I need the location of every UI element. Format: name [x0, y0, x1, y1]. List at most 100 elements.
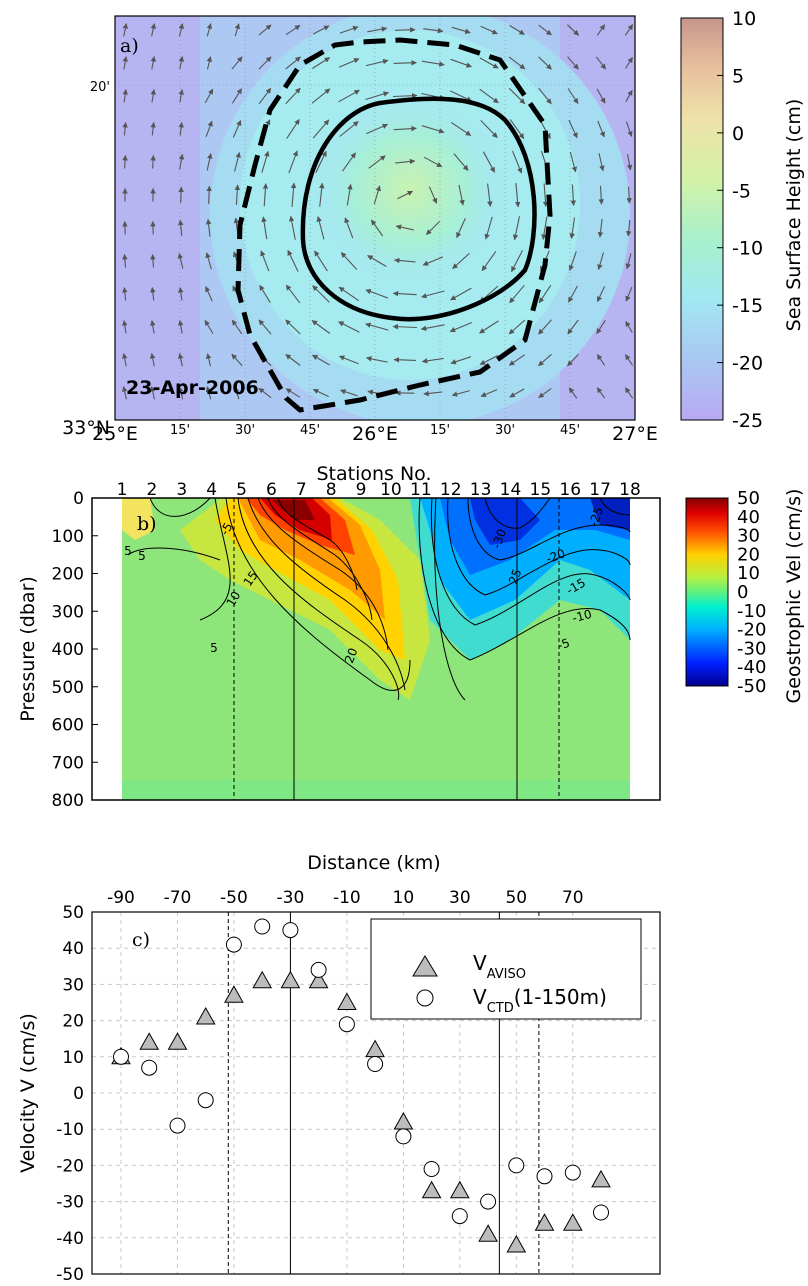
velocity-arrow: [624, 24, 634, 36]
velocity-arrow: [150, 23, 157, 37]
velocity-arrow: [426, 221, 440, 235]
y-tick-label: 20': [90, 80, 110, 95]
velocity-arrow: [514, 183, 521, 208]
x-tick-label: 15': [430, 423, 450, 438]
velocity-arrow: [339, 121, 359, 137]
x-tick-label: 30': [235, 423, 255, 438]
panel-label: c): [132, 929, 150, 951]
velocity-arrow: [484, 216, 493, 240]
velocity-arrow: [178, 56, 185, 70]
velocity-arrow: [509, 388, 525, 398]
colorbar-tick-label: -40: [737, 657, 766, 678]
velocity-arrow: [205, 386, 212, 400]
contour-label: -25: [586, 505, 606, 528]
contour-label: 5: [124, 544, 132, 558]
velocity-arrow: [177, 386, 184, 400]
velocity-arrow: [285, 56, 301, 70]
velocity-arrow: [596, 320, 606, 335]
velocity-arrow: [449, 321, 473, 333]
velocity-arrow: [258, 87, 272, 105]
velocity-arrow: [423, 27, 444, 34]
velocity-arrow: [482, 151, 496, 173]
velocity-arrow: [480, 389, 498, 397]
date-label: 23-Apr-2006: [126, 377, 259, 399]
velocity-arrow: [480, 25, 498, 35]
x-tick-label: 45': [300, 423, 320, 438]
velocity-arrow: [314, 250, 328, 272]
velocity-arrow: [421, 357, 444, 364]
legend-series-name: V: [473, 985, 487, 1009]
station-tick-label: 1: [117, 480, 128, 500]
x-tick-labels: 25°E 15' 30' 45' 26°E 15' 30' 45' 27°E: [92, 423, 658, 445]
velocity-arrow: [316, 216, 325, 240]
colorbar-tick-label: 20: [737, 544, 760, 565]
x-tick-label: 27°E: [612, 423, 658, 445]
ctd-point: [141, 1059, 158, 1076]
velocity-arrow: [178, 23, 185, 37]
velocity-arrow: [538, 24, 552, 36]
velocity-arrow: [421, 60, 445, 67]
velocity-arrow: [340, 252, 358, 270]
velocity-arrow: [511, 150, 523, 174]
velocity-arrow: [596, 88, 606, 104]
velocity-arrow: [428, 186, 438, 204]
velocity-arrow: [312, 25, 330, 35]
contour-label: -10: [571, 607, 594, 626]
velocity-arrow: [597, 120, 605, 138]
velocity-arrow: [392, 323, 417, 330]
velocity-arrow: [338, 286, 360, 302]
y-tick-label: 800: [52, 791, 84, 811]
velocity-arrow: [311, 88, 331, 104]
velocity-arrow: [598, 185, 604, 205]
velocity-arrow: [205, 252, 212, 270]
velocity-arrow: [487, 183, 493, 207]
panel-b: Stations No. 1 2 3 4 5 6 7 8 9 10 11 12 13 14 15 16 17 18: [17, 463, 805, 811]
velocity-arrow: [452, 252, 470, 270]
panel-label: b): [137, 513, 157, 535]
y-tick-label: 30: [62, 975, 84, 995]
velocity-arrow: [150, 56, 156, 70]
velocity-arrow: [598, 153, 605, 172]
ctd-point: [113, 1048, 129, 1065]
velocity-arrow: [178, 89, 184, 103]
colorbar-ticks: 10 5 0 -5 -10 -15 -20 -25: [717, 8, 763, 432]
velocity-arrow: [261, 216, 268, 240]
velocity-arrow: [205, 120, 213, 137]
colorbar-tick-label: 5: [732, 65, 744, 87]
velocity-arrow: [177, 353, 184, 367]
panel-label: a): [120, 35, 139, 57]
velocity-arrow: [392, 92, 418, 99]
velocity-arrow: [625, 89, 633, 102]
velocity-arrow: [508, 56, 526, 70]
top-axis-label: Stations No.: [316, 463, 431, 485]
velocity-arrow: [122, 253, 128, 268]
panel-c: Distance (km) -90 -70 -50 -30 -10 10 30 50 70 c)…: [17, 852, 661, 1285]
velocity-arrow: [570, 184, 577, 207]
velocity-arrow: [393, 60, 417, 66]
velocity-arrow: [625, 320, 633, 333]
y-tick-label: 700: [52, 753, 84, 773]
station-tick-label: 4: [206, 480, 217, 500]
velocity-arrow: [421, 290, 445, 299]
velocity-arrow: [285, 319, 301, 335]
velocity-arrow: [367, 26, 388, 33]
velocity-arrow: [178, 320, 184, 334]
velocity-arrow: [205, 353, 212, 367]
velocity-arrow: [538, 87, 552, 105]
velocity-arrow: [258, 319, 272, 335]
colorbar-tick-label: -10: [732, 238, 763, 260]
aviso-point: [534, 1213, 555, 1231]
velocity-arrow: [258, 387, 272, 399]
velocity-arrow: [342, 152, 356, 172]
y-tick-label: 100: [52, 527, 84, 547]
velocity-arrow: [285, 354, 301, 366]
y-tick-label: 200: [52, 565, 84, 585]
velocity-section: [122, 498, 630, 800]
y-tick-label: 600: [52, 716, 84, 736]
velocity-arrow: [285, 24, 301, 36]
legend-circle-marker: [416, 989, 434, 1007]
ctd-point: [423, 1161, 440, 1177]
velocity-arrow: [232, 119, 242, 138]
velocity-arrow: [511, 250, 523, 273]
